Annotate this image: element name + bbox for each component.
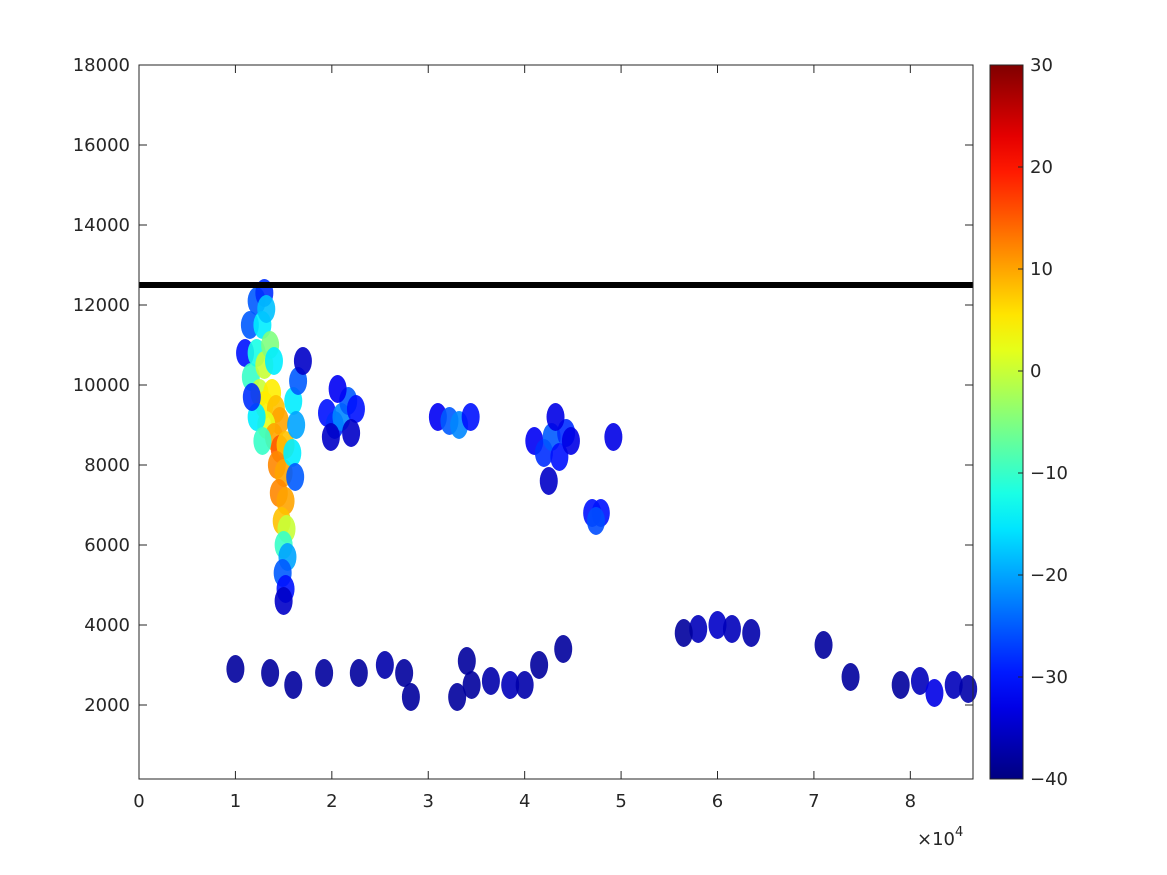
heatmap-cell: [515, 671, 534, 699]
x-tick-label: 6: [712, 791, 723, 812]
colorbar-tick-label: −30: [1030, 667, 1068, 688]
heatmap-cell: [264, 347, 283, 375]
heatmap-cell: [587, 507, 606, 535]
x-tick-label: 0: [133, 791, 144, 812]
y-tick-label: 8000: [84, 455, 130, 476]
heatmap-cell: [814, 631, 833, 659]
heatmap-cell: [925, 679, 944, 707]
heatmap-cell: [457, 647, 476, 675]
y-tick-label: 2000: [84, 695, 130, 716]
y-tick-label: 18000: [73, 55, 130, 76]
heatmap-cell: [462, 671, 481, 699]
heatmap-cell: [287, 411, 306, 439]
colorbar-tick-label: −40: [1030, 769, 1068, 790]
heatmap-cell: [689, 615, 708, 643]
heatmap-cell: [283, 439, 302, 467]
heatmap-cell: [284, 671, 303, 699]
heatmap-cell: [375, 651, 394, 679]
y-tick-label: 6000: [84, 535, 130, 556]
y-tick-label: 10000: [73, 375, 130, 396]
x-tick-label: 3: [423, 791, 434, 812]
colorbar-tick-label: 0: [1030, 361, 1041, 382]
heatmap-cell: [561, 427, 580, 455]
heatmap-cell: [550, 443, 569, 471]
heatmap-cell: [554, 635, 573, 663]
colorbar: [989, 64, 1024, 780]
x-tick-label: 8: [905, 791, 916, 812]
heatmap-cell: [342, 419, 361, 447]
heatmap-cell: [841, 663, 860, 691]
colorbar-tick-label: 20: [1030, 157, 1053, 178]
plot-frame: [138, 64, 974, 780]
heatmap-cell: [959, 675, 978, 703]
heatmap-cell: [395, 659, 414, 687]
heatmap-cell: [226, 655, 245, 683]
heatmap-cell: [286, 463, 305, 491]
heatmap-cell: [461, 403, 480, 431]
heatmap-cell: [261, 659, 280, 687]
heatmap-cell: [530, 651, 549, 679]
heatmap-cell: [321, 423, 340, 451]
heatmap-cell: [674, 619, 693, 647]
heatmap-cell: [722, 615, 741, 643]
heatmap-cell: [315, 659, 334, 687]
heatmap-cell: [539, 467, 558, 495]
heatmap-cell: [346, 395, 365, 423]
colorbar-tick-label: 30: [1030, 55, 1053, 76]
heatmap-cell: [257, 295, 276, 323]
heatmap-cell: [293, 347, 312, 375]
heatmap-cell: [448, 683, 467, 711]
x-tick-label: 2: [326, 791, 337, 812]
y-tick-label: 12000: [73, 295, 130, 316]
heatmap-cell: [891, 671, 910, 699]
heatmap-cell: [708, 611, 727, 639]
colorbar-tick-label: 10: [1030, 259, 1053, 280]
heatmap-cell: [481, 667, 500, 695]
y-tick-label: 4000: [84, 615, 130, 636]
y-tick-label: 14000: [73, 215, 130, 236]
heatmap-cell: [546, 403, 565, 431]
x-tick-label: 1: [230, 791, 241, 812]
heatmap-cell: [910, 667, 929, 695]
x-tick-label: 7: [808, 791, 819, 812]
x-exponent-power: 4: [955, 825, 963, 840]
heatmap-cell: [328, 375, 347, 403]
heatmap-cell: [401, 683, 420, 711]
heatmap-cell: [944, 671, 963, 699]
heatmap-cell: [742, 619, 761, 647]
colorbar-tick-label: −20: [1030, 565, 1068, 586]
axes: 0 1 2 3 4 5 6 7 8 2000 4000 6000 8000 10000 12000 14000…: [73, 55, 973, 812]
colorbar-tick-label: −10: [1030, 463, 1068, 484]
heatmap-cell: [274, 587, 293, 615]
x-exponent-label: ×104: [917, 825, 963, 850]
heatmap-cell: [349, 659, 368, 687]
colorbar-axis: −40 −30 −20 −10 0 10 20 30: [1018, 55, 1068, 790]
x-tick-label: 5: [615, 791, 626, 812]
heatmap-cells: [226, 279, 978, 711]
y-tick-label: 16000: [73, 135, 130, 156]
x-tick-label: 4: [519, 791, 530, 812]
heatmap-cell: [242, 383, 261, 411]
heatmap-cell: [604, 423, 623, 451]
heatmap-cell: [253, 427, 272, 455]
heatmap-cell: [240, 311, 259, 339]
heatmap-cell: [501, 671, 520, 699]
